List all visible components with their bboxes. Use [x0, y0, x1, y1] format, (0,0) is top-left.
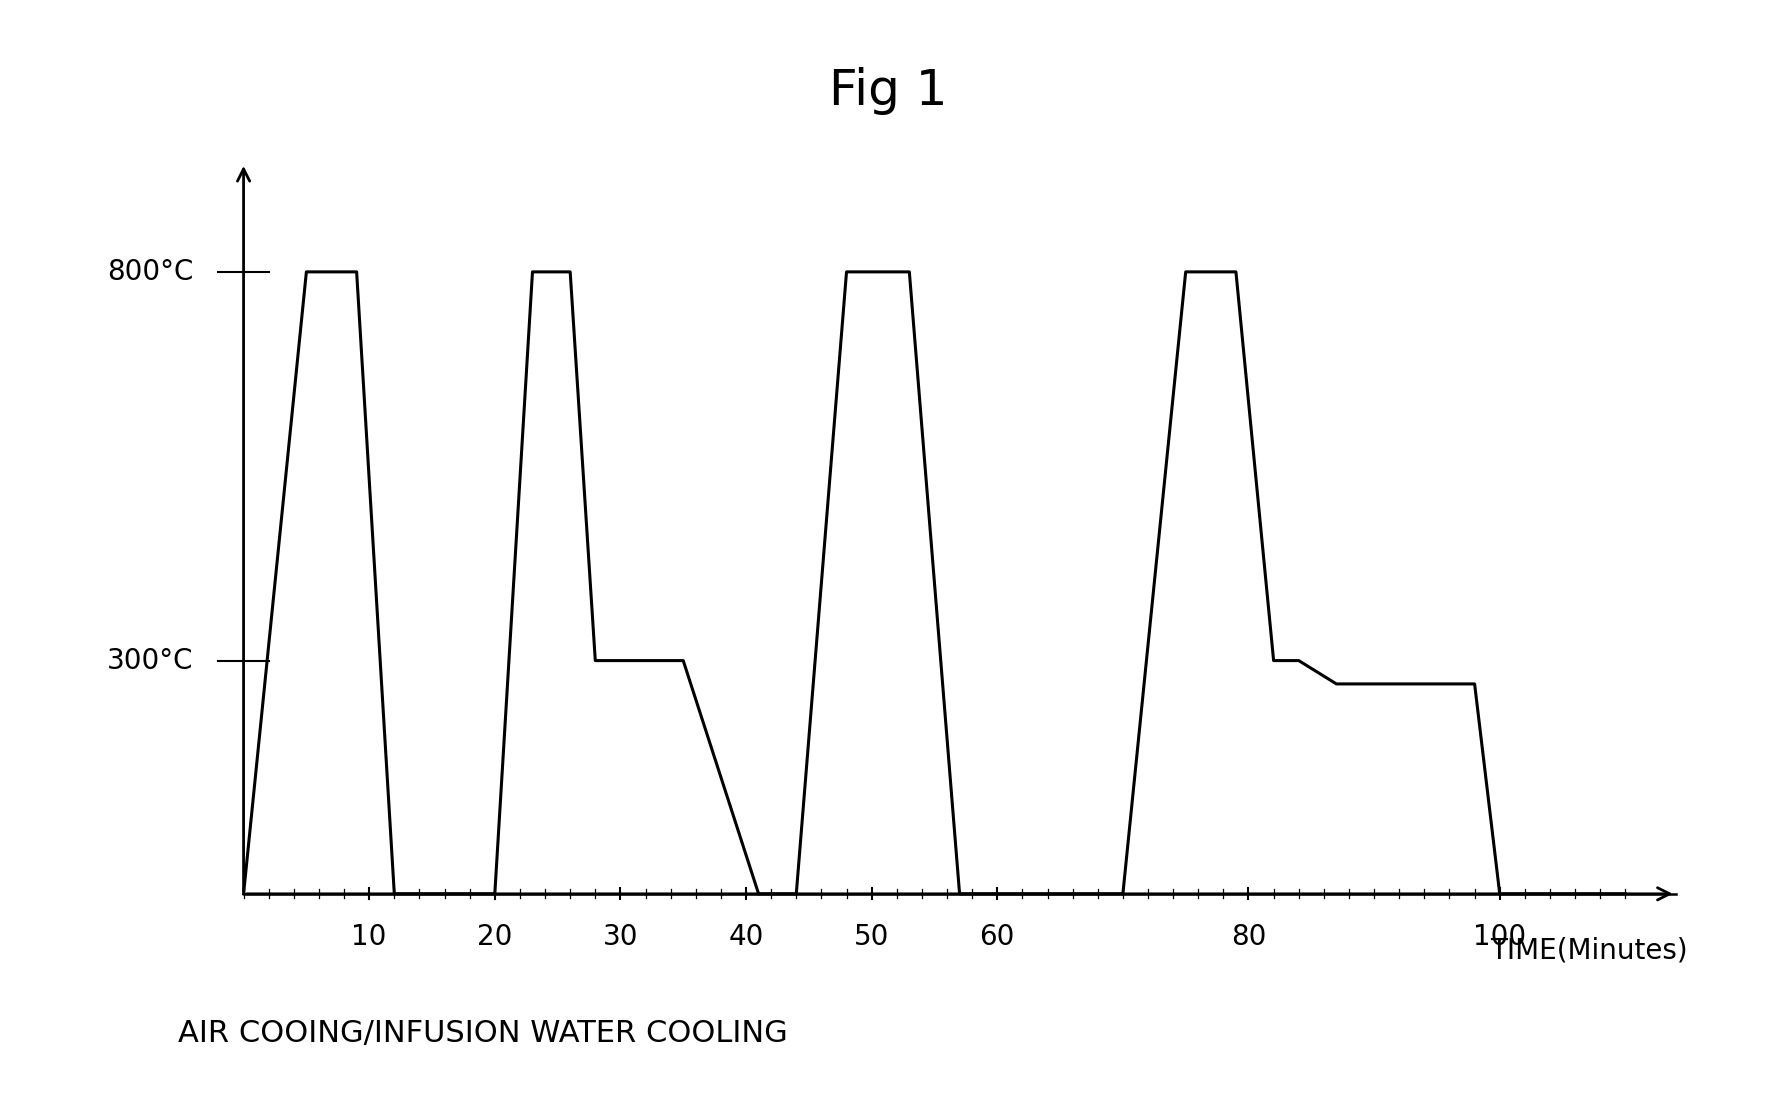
Text: 300°C: 300°C: [107, 647, 194, 674]
Text: 80: 80: [1231, 924, 1267, 952]
Text: 100: 100: [1473, 924, 1526, 952]
Text: Fig 1: Fig 1: [830, 67, 947, 114]
Text: 40: 40: [729, 924, 764, 952]
Text: 30: 30: [602, 924, 638, 952]
Text: 60: 60: [979, 924, 1015, 952]
Text: 50: 50: [855, 924, 888, 952]
Text: TIME(Minutes): TIME(Minutes): [1491, 937, 1688, 965]
Text: 20: 20: [476, 924, 512, 952]
Text: 10: 10: [352, 924, 387, 952]
Text: 800°C: 800°C: [107, 258, 194, 286]
Text: AIR COOING/INFUSION WATER COOLING: AIR COOING/INFUSION WATER COOLING: [178, 1019, 787, 1048]
